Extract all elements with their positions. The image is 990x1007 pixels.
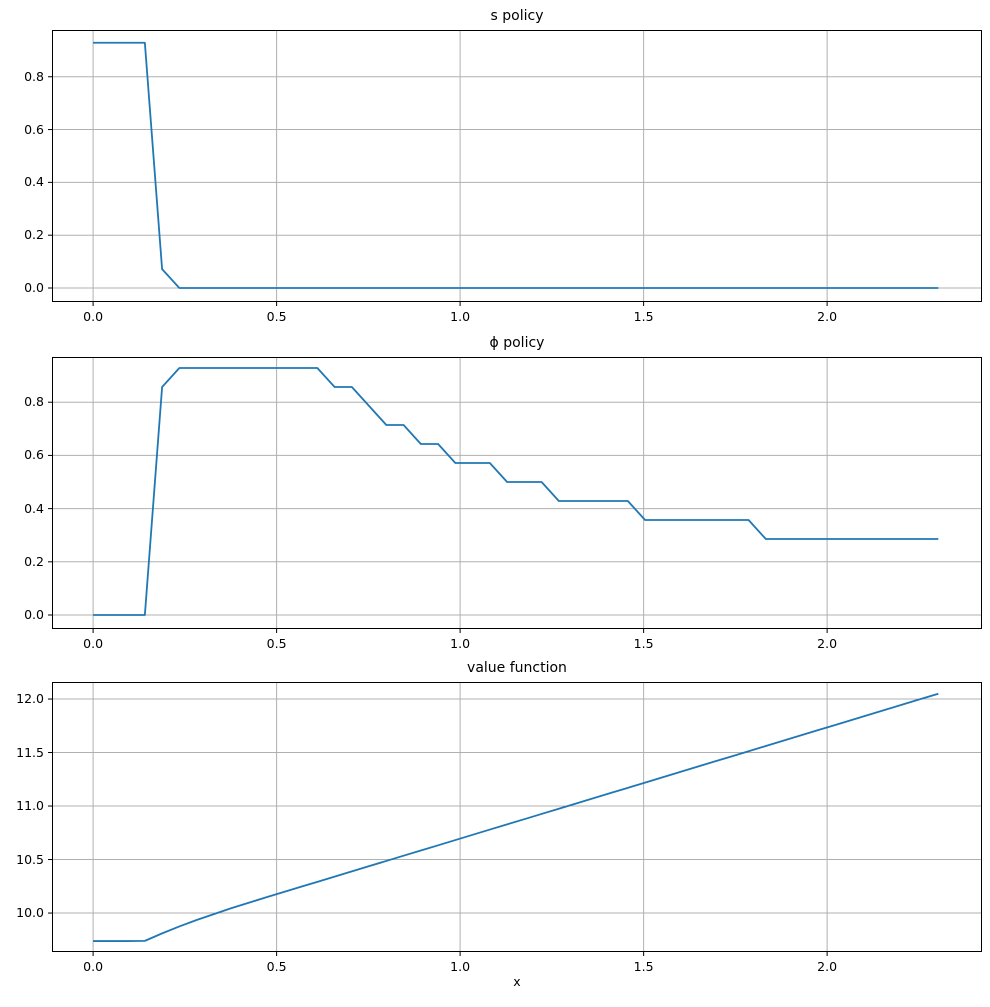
grid-layer bbox=[52, 30, 982, 302]
x-tick-label: 0.0 bbox=[83, 959, 104, 974]
y-tick-label: 0.2 bbox=[24, 227, 44, 243]
y-tick-label: 0.4 bbox=[24, 500, 44, 516]
y-tick-label: 0.2 bbox=[24, 553, 44, 569]
tick-marks bbox=[48, 401, 828, 633]
data-line bbox=[93, 692, 939, 942]
axes-border bbox=[52, 357, 982, 629]
y-tick-label: 11.5 bbox=[16, 744, 44, 760]
y-tick-label: 0.6 bbox=[24, 121, 44, 137]
x-tick-label: 1.0 bbox=[450, 636, 471, 651]
x-tick-label: 2.0 bbox=[817, 636, 838, 651]
y-tick-label: 12.0 bbox=[16, 691, 44, 706]
plot-canvas-phi-policy bbox=[48, 357, 982, 633]
y-tick-label: 10.5 bbox=[16, 851, 44, 867]
plot-title-s-policy: s policy bbox=[490, 8, 544, 24]
plot-title-value-function: value function bbox=[467, 660, 567, 676]
y-tick-label: 0.4 bbox=[24, 174, 44, 190]
y-tick-label: 0.8 bbox=[24, 394, 44, 410]
y-tick-label: 10.0 bbox=[16, 905, 44, 921]
axes-border bbox=[52, 30, 982, 302]
x-tick-label: 0.0 bbox=[83, 636, 104, 651]
axes-border bbox=[52, 682, 982, 952]
plot-canvas-value-function bbox=[48, 682, 982, 956]
x-tick-label: 0.5 bbox=[266, 309, 287, 324]
y-tick-label: 0.0 bbox=[24, 607, 44, 622]
grid-layer bbox=[52, 682, 982, 952]
x-axis-label: x bbox=[513, 974, 521, 989]
y-tick-label: 0.8 bbox=[24, 68, 44, 84]
y-tick-label: 11.0 bbox=[16, 798, 44, 814]
tick-marks bbox=[48, 698, 828, 956]
plot-title-phi-policy: ϕ policy bbox=[489, 335, 545, 351]
x-tick-label: 1.5 bbox=[633, 636, 654, 651]
x-tick-label: 1.5 bbox=[633, 959, 654, 974]
x-tick-label: 1.0 bbox=[450, 309, 471, 324]
x-tick-label: 2.0 bbox=[817, 309, 838, 324]
x-tick-label: 2.0 bbox=[817, 959, 838, 974]
x-tick-label: 0.5 bbox=[266, 636, 287, 651]
x-tick-label: 1.0 bbox=[450, 959, 471, 974]
data-line bbox=[93, 367, 939, 616]
x-tick-label: 1.5 bbox=[633, 309, 654, 324]
x-tick-label: 0.5 bbox=[266, 959, 287, 974]
y-tick-label: 0.6 bbox=[24, 447, 44, 463]
data-line bbox=[93, 41, 939, 289]
tick-marks bbox=[48, 76, 828, 306]
y-tick-label: 0.0 bbox=[24, 280, 44, 295]
x-tick-label: 0.0 bbox=[83, 309, 104, 324]
plot-canvas-s-policy bbox=[48, 30, 982, 306]
grid-layer bbox=[52, 357, 982, 629]
